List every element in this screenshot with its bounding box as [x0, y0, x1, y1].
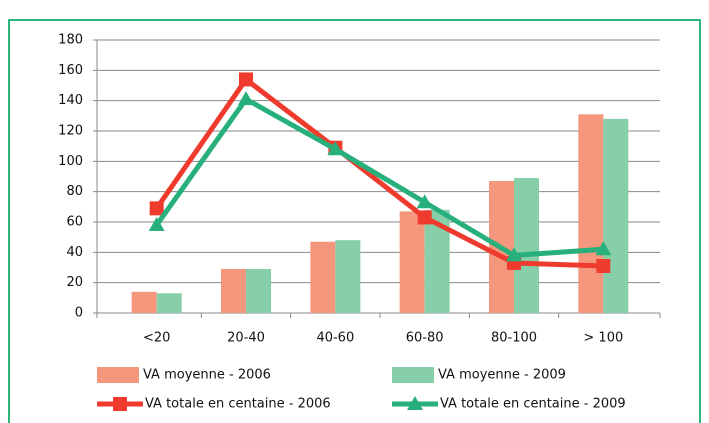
bar: [131, 291, 157, 313]
bar: [310, 241, 336, 313]
line-marker: [149, 201, 164, 216]
y-tick-label: 20: [66, 275, 83, 290]
legend-marker: [113, 397, 127, 411]
legend-swatch: [392, 367, 434, 383]
y-tick-label: 140: [58, 93, 83, 108]
y-tick-label: 120: [58, 124, 83, 139]
x-tick-label: 80-100: [491, 331, 537, 346]
bar: [221, 269, 246, 313]
line: [154, 96, 604, 258]
bar: [399, 211, 425, 313]
legend-label: VA totale en centaine - 2009: [440, 397, 626, 412]
legend-marker: [407, 396, 423, 410]
x-tick-label: 20-40: [227, 331, 265, 346]
line-marker: [416, 194, 433, 209]
line-marker: [238, 91, 254, 106]
y-tick-label: 100: [58, 154, 83, 169]
line: [154, 76, 604, 269]
bar: [156, 293, 182, 313]
legend-label: VA totale en centaine - 2006: [145, 397, 331, 412]
x-tick-label: > 100: [583, 331, 623, 346]
y-tick-label: 80: [66, 184, 83, 199]
line-marker: [595, 241, 612, 256]
bar: [603, 118, 629, 313]
line-marker: [327, 141, 344, 156]
y-tick-label: 160: [58, 63, 83, 78]
line-marker: [506, 247, 522, 262]
legend-swatch: [97, 367, 139, 383]
bar: [246, 269, 271, 313]
bar: [578, 114, 604, 313]
y-tick-label: 180: [58, 33, 83, 48]
line-marker: [148, 217, 165, 232]
bar: [335, 240, 361, 313]
y-tick-label: 0: [75, 306, 83, 321]
line-marker: [417, 210, 432, 225]
legend-label: VA moyenne - 2006: [143, 368, 271, 383]
line-marker: [596, 258, 611, 273]
x-tick-label: 60-80: [406, 331, 444, 346]
line-marker: [239, 72, 253, 87]
x-tick-label: <20: [143, 331, 170, 346]
x-tick-label: 40-60: [316, 331, 354, 346]
y-tick-label: 40: [66, 245, 83, 260]
legend-label: VA moyenne - 2009: [438, 368, 566, 383]
frame: [8, 19, 701, 423]
bar: [514, 178, 539, 313]
y-tick-label: 60: [66, 215, 83, 230]
